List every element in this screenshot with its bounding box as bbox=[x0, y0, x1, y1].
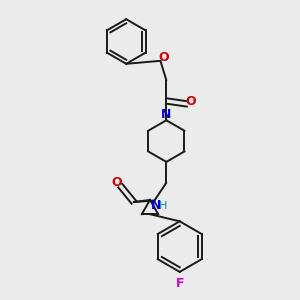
Text: F: F bbox=[176, 277, 184, 290]
Text: N: N bbox=[151, 200, 161, 212]
Text: O: O bbox=[186, 95, 196, 108]
Text: O: O bbox=[111, 176, 122, 189]
Text: N: N bbox=[161, 108, 172, 122]
Text: O: O bbox=[158, 51, 169, 64]
Text: H: H bbox=[159, 201, 167, 211]
